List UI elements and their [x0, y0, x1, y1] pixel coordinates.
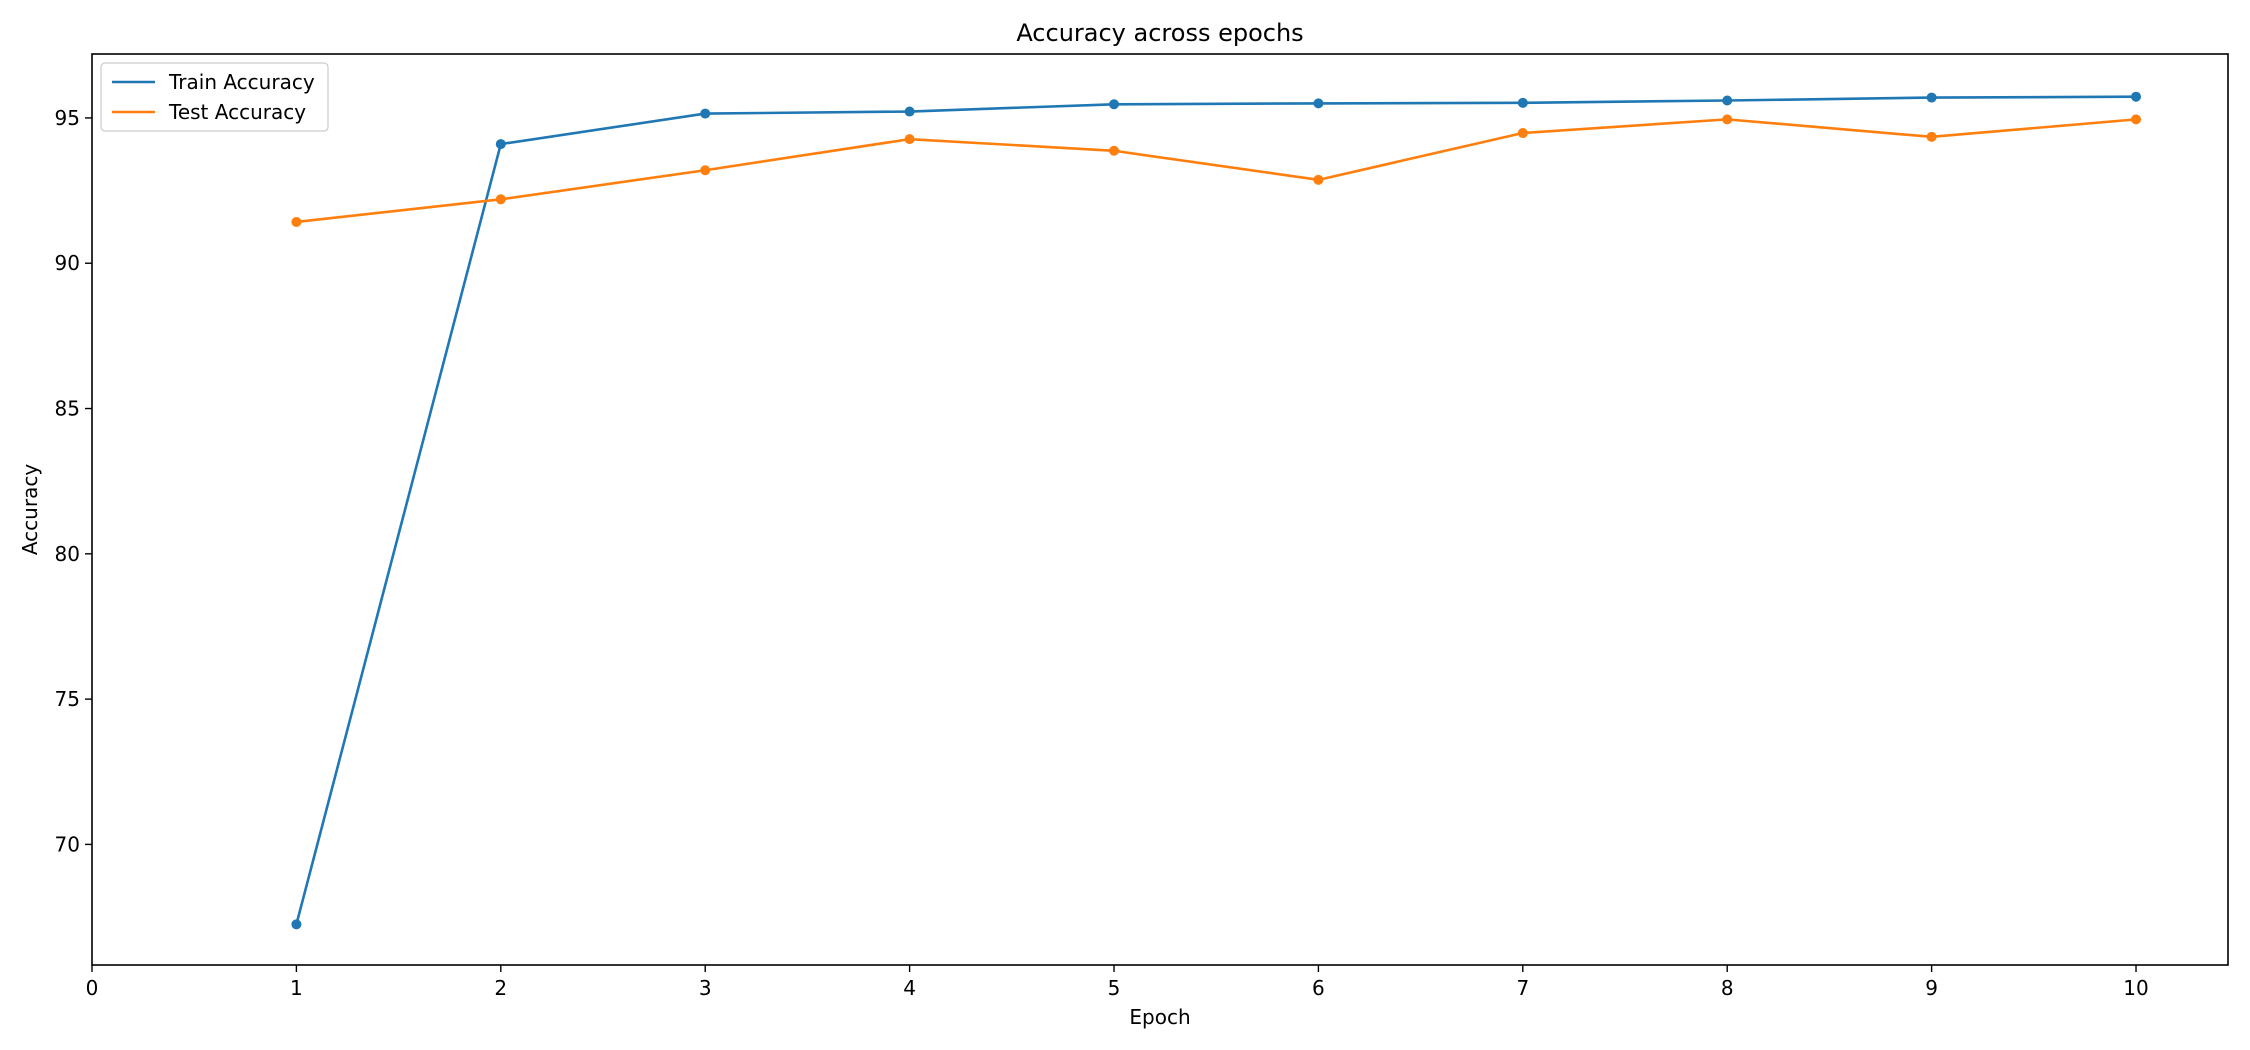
y-axis-label: Accuracy	[18, 464, 42, 555]
y-tick-label: 70	[55, 832, 80, 856]
data-point-train-accuracy	[1722, 95, 1733, 106]
data-point-test-accuracy	[1517, 128, 1528, 139]
y-tick-label: 95	[55, 106, 80, 130]
series-line-test-accuracy	[296, 118, 2137, 224]
data-point-train-accuracy	[1517, 97, 1528, 108]
x-tick-label: 3	[699, 976, 712, 1000]
x-tick-label: 7	[1516, 976, 1529, 1000]
y-tick-label: 80	[55, 542, 80, 566]
x-tick-label: 0	[86, 976, 99, 1000]
data-point-train-accuracy	[1926, 92, 1937, 103]
chart-title: Accuracy across epochs	[1016, 19, 1303, 47]
x-tick-label: 6	[1312, 976, 1325, 1000]
x-tick-label: 5	[1108, 976, 1121, 1000]
x-tick-label: 10	[2123, 976, 2148, 1000]
data-point-test-accuracy	[495, 194, 506, 205]
data-point-train-accuracy	[291, 919, 302, 930]
plot-area	[91, 53, 2229, 966]
legend-label-train: Train Accuracy	[168, 70, 315, 94]
x-tick-label: 9	[1925, 976, 1938, 1000]
x-tick-label: 1	[290, 976, 303, 1000]
legend-label-test: Test Accuracy	[168, 100, 306, 124]
data-point-test-accuracy	[904, 134, 915, 145]
data-point-train-accuracy	[904, 106, 915, 117]
data-point-train-accuracy	[1313, 98, 1324, 109]
data-point-test-accuracy	[2131, 114, 2142, 125]
data-point-train-accuracy	[2131, 91, 2142, 102]
series-line-train-accuracy	[295, 95, 2137, 925]
legend: Train Accuracy Test Accuracy	[100, 62, 329, 132]
data-point-train-accuracy	[495, 139, 506, 150]
data-point-test-accuracy	[1722, 114, 1733, 125]
series-group	[291, 91, 2142, 930]
data-point-train-accuracy	[700, 108, 711, 119]
y-tick-label: 85	[55, 397, 80, 421]
legend-box	[100, 62, 329, 132]
x-tick-label: 8	[1721, 976, 1734, 1000]
axis-ticks-group: 0 1 2 3 4 5 6 7 8 9 10 70 75 80 85 90 95	[55, 106, 2149, 1000]
data-point-test-accuracy	[1926, 131, 1937, 142]
data-point-test-accuracy	[1313, 174, 1324, 185]
y-tick-label: 75	[55, 687, 80, 711]
data-point-test-accuracy	[291, 216, 302, 227]
x-tick-label: 4	[903, 976, 916, 1000]
data-point-test-accuracy	[1109, 145, 1120, 156]
x-tick-label: 2	[494, 976, 507, 1000]
data-point-train-accuracy	[1109, 99, 1120, 110]
x-axis-label: Epoch	[1129, 1005, 1190, 1029]
y-tick-label: 90	[55, 251, 80, 275]
data-point-test-accuracy	[700, 165, 711, 176]
